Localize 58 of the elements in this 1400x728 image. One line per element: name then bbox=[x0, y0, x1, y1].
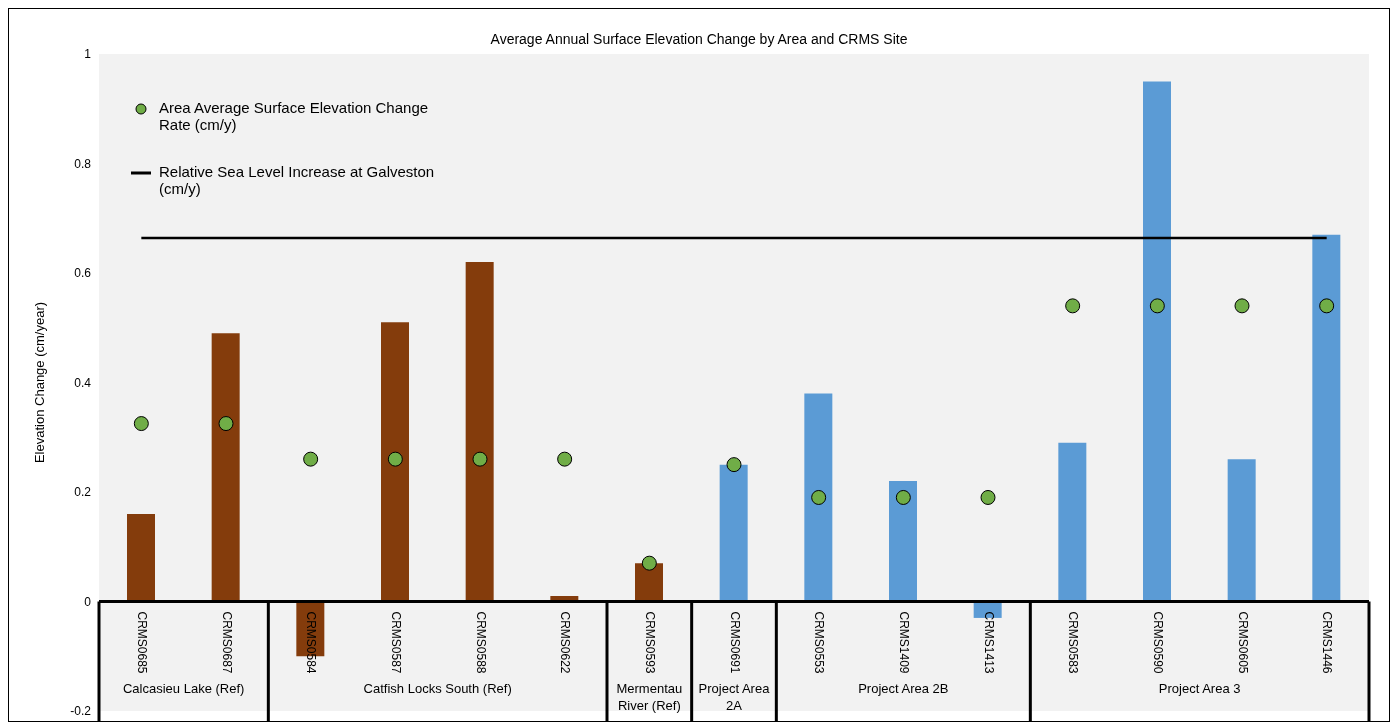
point bbox=[1149, 298, 1165, 314]
bar bbox=[465, 262, 494, 602]
point bbox=[303, 451, 319, 467]
x-tick-label: CRMS0593 bbox=[643, 611, 658, 674]
bar bbox=[804, 393, 833, 602]
point bbox=[133, 416, 149, 432]
y-tick-label: 0.6 bbox=[74, 266, 92, 281]
bar bbox=[889, 481, 917, 602]
bar bbox=[719, 464, 748, 602]
point bbox=[472, 451, 488, 467]
y-axis-title: Elevation Change (cm/year) bbox=[31, 301, 47, 464]
point bbox=[811, 489, 827, 505]
bar bbox=[1143, 81, 1171, 602]
point bbox=[1234, 298, 1250, 314]
annotation: Catfish Locks South (Ref) bbox=[362, 679, 513, 697]
bar bbox=[381, 322, 409, 602]
x-tick-label: CRMS0605 bbox=[1235, 611, 1250, 674]
point bbox=[1319, 298, 1335, 314]
x-tick-label: CRMS0583 bbox=[1066, 611, 1081, 674]
x-tick-label: CRMS0588 bbox=[473, 611, 488, 674]
x-tick-label: CRMS0622 bbox=[558, 611, 573, 674]
point bbox=[218, 416, 234, 432]
annotation: Mermentau River (Ref) bbox=[615, 679, 684, 714]
bar bbox=[127, 513, 155, 602]
x-tick-label: CRMS1446 bbox=[1320, 611, 1335, 674]
point bbox=[726, 457, 742, 473]
y-tick-label: -0.2 bbox=[70, 704, 92, 719]
point bbox=[895, 489, 911, 505]
x-tick-label: CRMS0587 bbox=[389, 611, 404, 674]
point bbox=[1065, 298, 1081, 314]
y-tick-label: 1 bbox=[84, 47, 92, 62]
point bbox=[980, 489, 996, 505]
y-tick-label: 0.4 bbox=[74, 375, 92, 390]
x-tick-label: CRMS1413 bbox=[981, 611, 996, 674]
bar bbox=[1312, 234, 1341, 602]
x-tick-label: CRMS1409 bbox=[897, 611, 912, 674]
annotation: Calcasieu Lake (Ref) bbox=[121, 679, 246, 697]
bar bbox=[211, 333, 240, 602]
bar bbox=[1058, 442, 1087, 602]
bar bbox=[1227, 459, 1256, 602]
x-tick-label: CRMS0584 bbox=[304, 611, 319, 674]
x-tick-label: CRMS0691 bbox=[727, 611, 742, 674]
point bbox=[557, 451, 573, 467]
point bbox=[641, 555, 657, 571]
y-tick-label: 0.2 bbox=[74, 485, 92, 500]
legend-label: Relative Sea Level Increase at Galveston (cm/y) bbox=[159, 163, 436, 197]
y-tick-label: 0.8 bbox=[74, 156, 92, 171]
x-tick-label: CRMS0590 bbox=[1151, 611, 1166, 674]
x-tick-label: CRMS0687 bbox=[219, 611, 234, 674]
legend-label: Area Average Surface Elevation Change Rate (cm/y) bbox=[159, 99, 430, 133]
annotation: Project Area 2B bbox=[857, 679, 950, 697]
x-tick-label: CRMS0553 bbox=[812, 611, 827, 674]
annotation: Project Area 3 bbox=[1157, 679, 1242, 697]
y-tick-label: 0 bbox=[84, 594, 92, 609]
point bbox=[387, 451, 403, 467]
annotation: Project Area 2A bbox=[697, 679, 771, 714]
x-tick-label: CRMS0685 bbox=[135, 611, 150, 674]
chart-title: Average Annual Surface Elevation Change by Area and CRMS Site bbox=[489, 31, 909, 47]
